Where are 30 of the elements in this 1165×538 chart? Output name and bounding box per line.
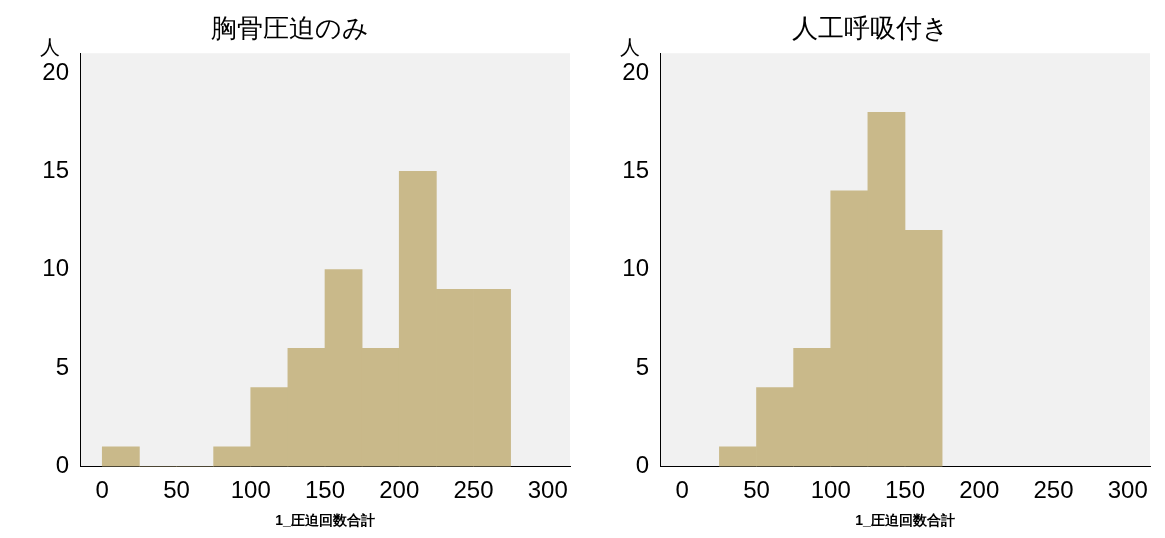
x-tick-label: 250 <box>453 476 494 504</box>
x-tick-label: 200 <box>959 476 1000 504</box>
y-tick-label: 10 <box>42 254 69 282</box>
y-tick-label: 5 <box>55 352 69 380</box>
x-tick-label: 50 <box>163 476 190 504</box>
y-tick-label: 0 <box>55 451 69 479</box>
x-tick-label: 0 <box>95 476 109 504</box>
x-tick-label: 50 <box>743 476 770 504</box>
y-axis-title: 人 <box>620 35 640 60</box>
chart-title: 胸骨圧迫のみ <box>211 12 369 43</box>
x-tick-label: 100 <box>810 476 851 504</box>
y-tick-label: 0 <box>635 451 649 479</box>
x-tick-label: 0 <box>675 476 689 504</box>
chart-title: 人工呼吸付き <box>791 12 949 43</box>
x-axis-title: 1_圧迫回数合計 <box>275 512 375 529</box>
y-tick-label: 10 <box>622 254 649 282</box>
x-tick-label: 150 <box>304 476 346 504</box>
x-tick-label: 300 <box>527 476 568 504</box>
x-tick-label: 300 <box>1107 476 1148 504</box>
x-tick-label: 150 <box>884 476 926 504</box>
y-tick-label: 20 <box>622 57 649 85</box>
y-axis-title: 人 <box>40 35 60 60</box>
y-tick-label: 5 <box>635 352 649 380</box>
x-axis-title: 1_圧迫回数合計 <box>855 512 955 529</box>
x-tick-label: 200 <box>379 476 420 504</box>
y-tick-label: 15 <box>42 155 69 183</box>
y-tick-label: 20 <box>42 57 69 85</box>
y-tick-label: 15 <box>622 155 649 183</box>
x-tick-label: 250 <box>1033 476 1074 504</box>
x-tick-label: 100 <box>230 476 271 504</box>
